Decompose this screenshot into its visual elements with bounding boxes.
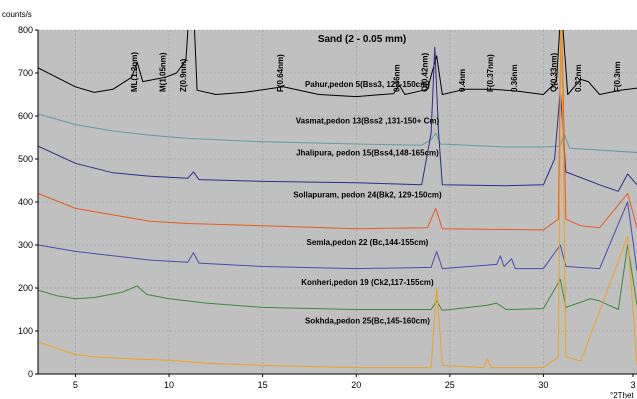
peak-label-11: 0.32nm [574,64,583,92]
series-label-7: Sokhda,pedon 25(Bc,145-160cm) [305,316,430,325]
peak-label-6: Q(0.42nm) [420,53,429,92]
y-tick-label: 300 [18,240,33,250]
series-label-2: Vasmat,pedon 13(Bss2 ,131-150+ Cm) [296,116,440,125]
series-line-1 [38,30,637,98]
peak-label-5: 0.46nm [392,64,401,92]
y-tick-label: 400 [18,197,33,207]
peak-label-7: 0.4nm [458,69,467,92]
series-line-2 [38,113,637,153]
series-line-6 [38,244,637,311]
y-tick-label: 500 [18,154,33,164]
peak-label-1: ML(1.2nm) [130,52,139,92]
chart-title: Sand (2 - 0.05 mm) [318,34,406,45]
series-line-7 [38,30,637,369]
x-tick-label: 3 [630,380,635,390]
peak-label-3: Z(0.9nm) [179,58,188,92]
y-axis-unit-label: counts/s [2,10,32,19]
y-tick-label: 800 [18,25,33,35]
peak-label-8: F(0.37nm) [486,54,495,92]
series-label-1: Pahur,pedon 5(Bss3, 122-150cm) [305,80,430,89]
x-tick-label: 20 [351,380,361,390]
peak-label-2: M(1.05nm) [158,52,167,92]
series-label-4: Sollapuram, pedon 24(Bk2, 129-150cm) [293,191,442,200]
y-tick-label: 100 [18,326,33,336]
peak-label-10: Q(0.33nm) [550,53,559,92]
x-tick-label: 30 [538,380,548,390]
y-tick-label: 700 [18,68,33,78]
x-tick-label: 10 [164,380,174,390]
series-label-3: Jhalipura, pedon 15(Bss4,148-165cm) [296,149,439,158]
x-tick-label: 25 [445,380,455,390]
y-tick-label: 200 [18,283,33,293]
series-line-5 [38,201,637,271]
series-label-5: Semla,pedon 22 (Bc,144-155cm) [307,238,429,247]
x-axis-unit-label: °2Thet [610,391,634,399]
x-tick-label: 15 [258,380,268,390]
series-line-4 [38,30,637,231]
plot-area [38,30,637,374]
peak-label-4: F(0.64nm) [276,54,285,92]
peak-label-9: 0.36nm [510,64,519,92]
y-tick-label: 0 [28,369,33,379]
series-line-3 [38,46,637,192]
series-label-6: Konheri,pedon 19 (Ck2,117-155cm) [301,278,434,287]
x-tick-label: 5 [73,380,78,390]
peak-label-12: F(0.3nm [613,61,622,92]
y-tick-label: 600 [18,111,33,121]
